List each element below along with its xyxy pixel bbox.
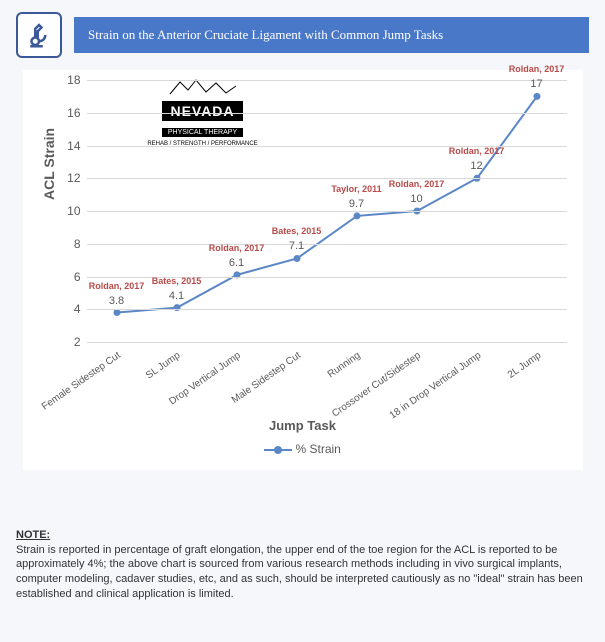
chart-title-bar: Strain on the Anterior Cruciate Ligament…	[74, 17, 589, 53]
citation-label: Roldan, 2017	[209, 243, 265, 253]
citation-label: Roldan, 2017	[509, 64, 565, 74]
data-value-label: 12	[470, 160, 482, 172]
citation-label: Roldan, 2017	[449, 146, 505, 156]
data-value-label: 17	[530, 78, 542, 90]
y-tick: 2	[74, 335, 81, 349]
legend: % Strain	[23, 442, 583, 456]
header: Strain on the Anterior Cruciate Ligament…	[0, 0, 605, 66]
y-tick: 8	[74, 237, 81, 251]
gridline	[87, 211, 567, 212]
x-axis-label: Jump Task	[23, 418, 583, 433]
citation-label: Roldan, 2017	[89, 281, 145, 291]
note-body: Strain is reported in percentage of graf…	[16, 544, 583, 601]
x-tick: Female Sidestep Cut	[40, 350, 123, 413]
citation-label: Bates, 2015	[152, 276, 202, 286]
citation-label: Roldan, 2017	[389, 179, 445, 189]
y-tick: 10	[67, 204, 80, 218]
chart-area: NEVADA PHYSICAL THERAPY REHAB / STRENGTH…	[23, 70, 583, 470]
gridline	[87, 342, 567, 343]
x-tick: SL Jump	[144, 350, 182, 381]
footnote: NOTE: Strain is reported in percentage o…	[16, 528, 589, 602]
gridline	[87, 178, 567, 179]
citation-label: Taylor, 2011	[331, 184, 381, 194]
note-title: NOTE:	[16, 529, 50, 541]
data-value-label: 3.8	[109, 295, 124, 307]
data-value-label: 7.1	[289, 240, 304, 252]
y-tick: 6	[74, 270, 81, 284]
gridline	[87, 80, 567, 81]
y-tick: 14	[67, 139, 80, 153]
y-axis-label: ACL Strain	[41, 128, 57, 200]
data-value-label: 4.1	[169, 290, 184, 302]
x-tick: 2L Jump	[505, 350, 542, 381]
data-value-label: 9.7	[349, 198, 364, 210]
data-value-label: 6.1	[229, 257, 244, 269]
citation-label: Bates, 2015	[272, 226, 322, 236]
gridline	[87, 309, 567, 310]
data-value-label: 10	[410, 193, 422, 205]
microscope-icon	[16, 12, 62, 58]
plot-region: 246810121416183.8Roldan, 20174.1Bates, 2…	[87, 80, 567, 342]
y-tick: 12	[67, 171, 80, 185]
y-tick: 18	[67, 73, 80, 87]
legend-label: % Strain	[295, 442, 340, 456]
chart-title: Strain on the Anterior Cruciate Ligament…	[88, 27, 443, 43]
gridline	[87, 113, 567, 114]
gridline	[87, 244, 567, 245]
y-tick: 4	[74, 302, 81, 316]
x-tick: Running	[326, 350, 363, 380]
legend-marker-icon	[264, 449, 292, 451]
y-tick: 16	[67, 106, 80, 120]
